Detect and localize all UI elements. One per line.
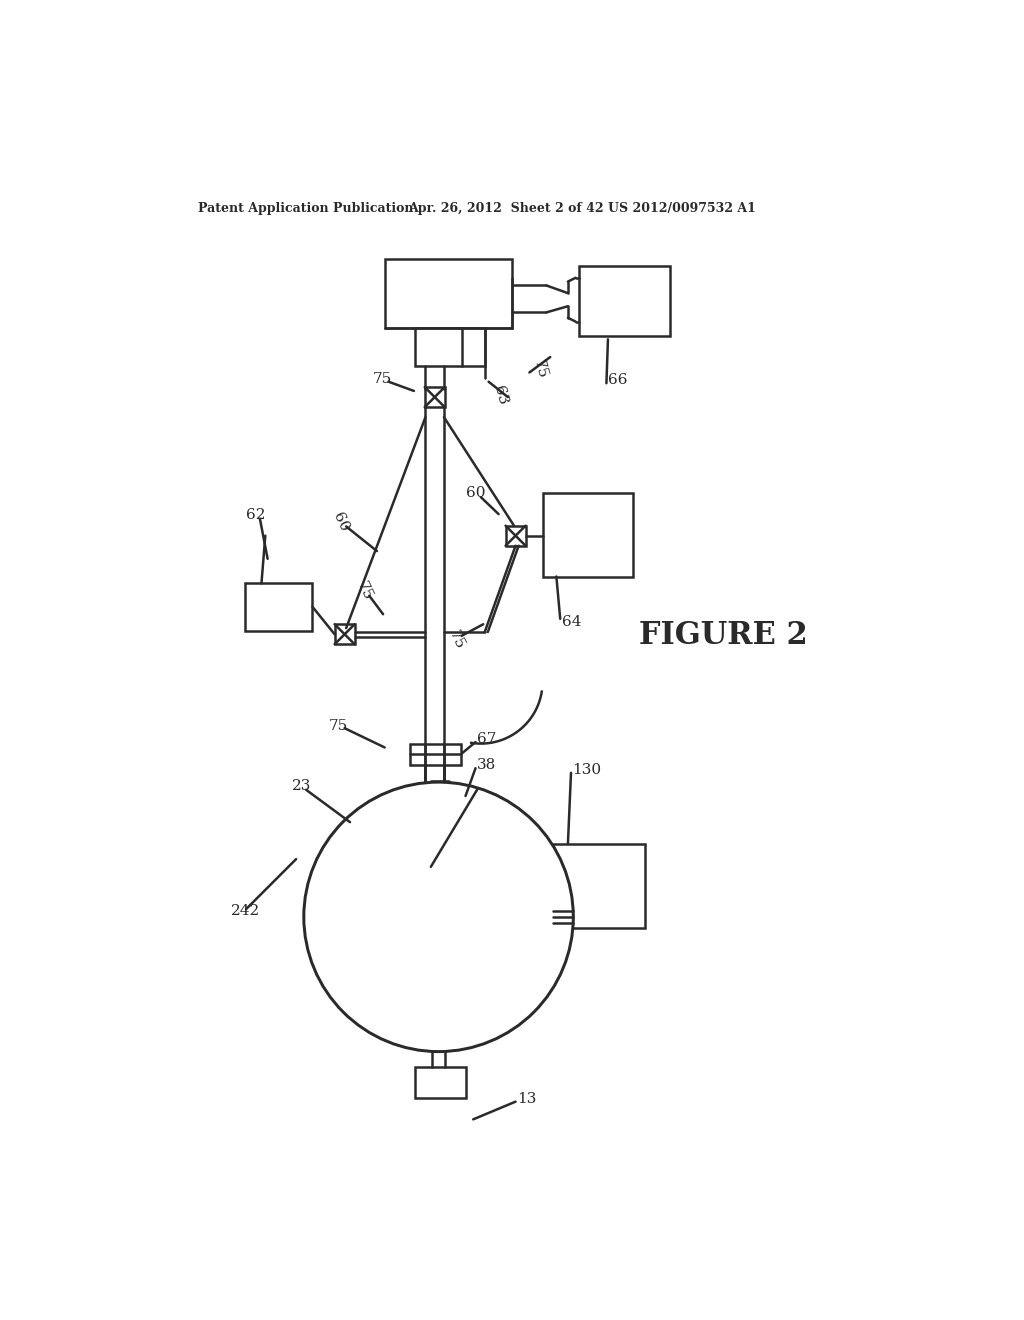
Text: 66: 66 [608,374,628,387]
Text: 75: 75 [373,372,392,385]
Text: 60: 60 [331,510,351,533]
Text: 60: 60 [466,486,485,499]
Text: 63: 63 [490,384,510,407]
Text: 75: 75 [446,628,467,652]
Text: 130: 130 [572,763,602,776]
Text: Patent Application Publication: Patent Application Publication [199,202,414,215]
Bar [416,1067,466,1098]
Text: 242: 242 [230,904,260,919]
Bar [385,259,512,327]
Bar [410,743,461,766]
Bar [335,624,354,644]
Text: US 2012/0097532 A1: US 2012/0097532 A1 [608,202,756,215]
Bar [543,494,634,577]
Bar [506,525,525,545]
Bar [245,583,312,631]
Text: 38: 38 [477,758,497,772]
Bar [416,327,484,367]
Text: 75: 75 [531,358,550,380]
Text: 23: 23 [292,779,311,793]
Text: 75: 75 [354,579,375,603]
Text: 67: 67 [477,733,497,746]
Bar [425,387,444,407]
Text: 75: 75 [330,719,348,733]
Bar [579,267,670,335]
Text: 64: 64 [562,615,582,628]
Circle shape [304,781,573,1052]
Text: 13: 13 [517,1093,537,1106]
Text: FIGURE 2: FIGURE 2 [639,620,808,651]
Bar [553,843,645,928]
Text: Apr. 26, 2012  Sheet 2 of 42: Apr. 26, 2012 Sheet 2 of 42 [408,202,603,215]
Text: 62: 62 [246,508,265,521]
